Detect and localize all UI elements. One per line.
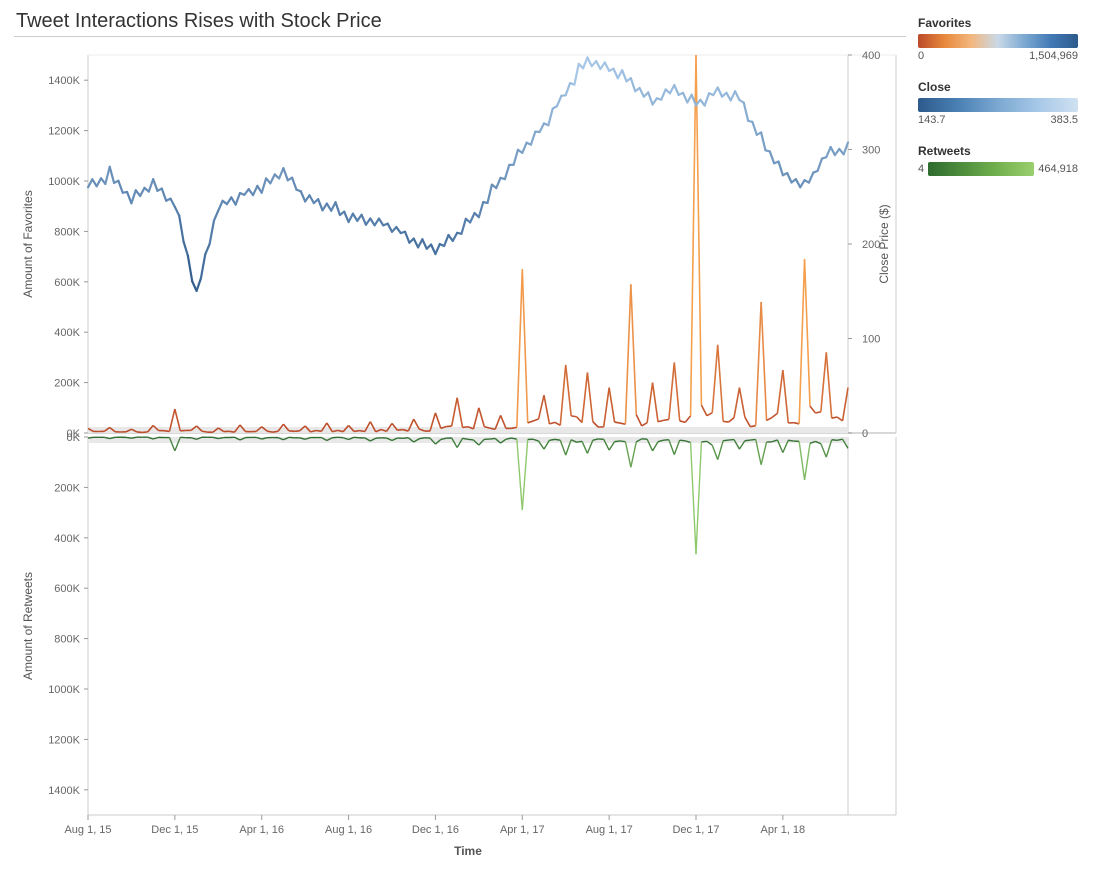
legend-close-min: 143.7 (918, 114, 946, 126)
svg-text:Aug 1, 15: Aug 1, 15 (64, 824, 111, 836)
legend-favorites-title: Favorites (918, 16, 1086, 30)
svg-text:Amount of Favorites: Amount of Favorites (21, 190, 35, 297)
svg-text:1200K: 1200K (48, 734, 80, 746)
legend-close-title: Close (918, 80, 1086, 94)
svg-text:0K: 0K (67, 432, 81, 444)
chart-title: Tweet Interactions Rises with Stock Pric… (16, 10, 382, 33)
legend-favorites-min: 0 (918, 50, 924, 62)
svg-text:Apr 1, 17: Apr 1, 17 (500, 824, 545, 836)
svg-text:600K: 600K (54, 583, 80, 595)
svg-text:200K: 200K (54, 482, 80, 494)
legend-retweets-min: 4 (918, 163, 924, 175)
svg-text:100: 100 (862, 334, 880, 346)
legend-close: Close 143.7 383.5 (918, 80, 1086, 126)
favorites-series (88, 55, 848, 432)
legend-close-gradient (918, 98, 1078, 112)
svg-text:1000K: 1000K (48, 176, 80, 188)
legend: Favorites 0 1,504,969 Close 143.7 383.5 … (918, 16, 1086, 194)
svg-text:1000K: 1000K (48, 684, 80, 696)
svg-text:Dec 1, 17: Dec 1, 17 (672, 824, 719, 836)
legend-favorites-max: 1,504,969 (1029, 50, 1078, 62)
legend-retweets: Retweets 4 464,918 (918, 144, 1086, 176)
svg-text:0: 0 (862, 428, 868, 440)
svg-text:Dec 1, 15: Dec 1, 15 (151, 824, 198, 836)
svg-text:400K: 400K (54, 533, 80, 545)
svg-text:Aug 1, 16: Aug 1, 16 (325, 824, 372, 836)
svg-text:Close Price ($): Close Price ($) (877, 204, 891, 283)
chart-svg: 0K 200K 400K 600K 800K 1000K 1200K 1400K 0 100 200… (14, 37, 906, 857)
legend-favorites: Favorites 0 1,504,969 (918, 16, 1086, 62)
svg-text:200K: 200K (54, 378, 80, 390)
svg-text:400K: 400K (54, 327, 80, 339)
retweets-series (88, 437, 848, 554)
legend-close-max: 383.5 (1050, 114, 1078, 126)
svg-text:800K: 800K (54, 226, 80, 238)
legend-retweets-gradient (928, 162, 1034, 176)
legend-retweets-title: Retweets (918, 144, 1086, 158)
svg-text:300: 300 (862, 145, 880, 157)
svg-text:Time: Time (454, 844, 482, 857)
svg-text:1200K: 1200K (48, 126, 80, 138)
chart-container: 0K 200K 400K 600K 800K 1000K 1200K 1400K 0 100 200… (14, 36, 906, 857)
legend-favorites-gradient (918, 34, 1078, 48)
svg-text:600K: 600K (54, 277, 80, 289)
close-series (88, 57, 848, 290)
svg-text:1400K: 1400K (48, 785, 80, 797)
svg-text:800K: 800K (54, 634, 80, 646)
svg-text:Apr 1, 18: Apr 1, 18 (761, 824, 806, 836)
svg-text:Aug 1, 17: Aug 1, 17 (586, 824, 633, 836)
legend-retweets-max: 464,918 (1038, 163, 1078, 175)
svg-text:Apr 1, 16: Apr 1, 16 (239, 824, 284, 836)
svg-text:1400K: 1400K (48, 75, 80, 87)
svg-text:400: 400 (862, 50, 880, 62)
svg-text:Amount of Retweets: Amount of Retweets (21, 572, 35, 680)
svg-text:Dec 1, 16: Dec 1, 16 (412, 824, 459, 836)
